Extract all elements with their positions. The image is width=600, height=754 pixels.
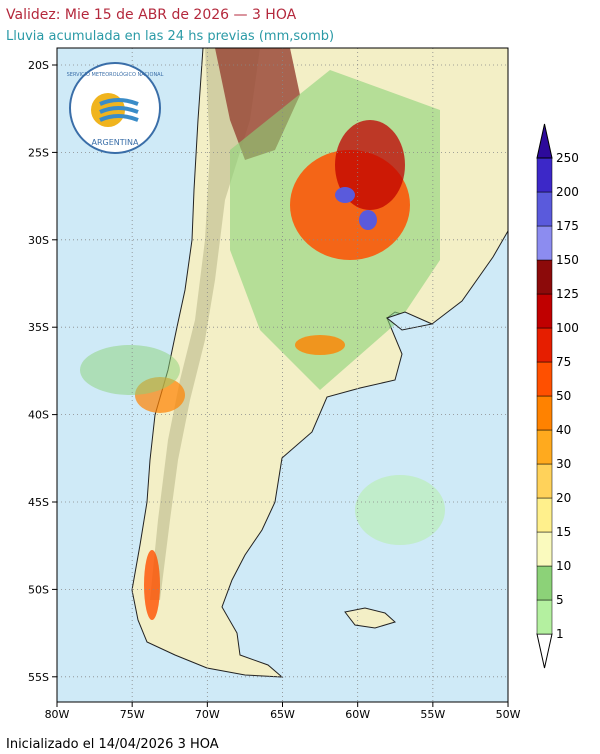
rain-area (295, 335, 345, 355)
colorbar-label: 150 (556, 253, 579, 267)
title: Validez: Mie 15 de ABR de 2026 — 3 HOA (6, 7, 297, 23)
colorbar-min (536, 633, 553, 669)
lon-label: 55W (420, 708, 445, 721)
lat-label: 35S (28, 321, 49, 334)
lat-label: 20S (28, 59, 49, 72)
logo: SERVICIO METEOROLÓGICO NACIONAL ARGENTIN… (67, 62, 164, 154)
colorbar-bin (536, 395, 553, 431)
lon-label: 65W (270, 708, 295, 721)
rain-area (80, 345, 180, 395)
colorbar-bin (536, 191, 553, 227)
colorbar-bin (536, 429, 553, 465)
colorbar-bin (536, 327, 553, 363)
colorbar-bin (536, 565, 553, 601)
colorbar-label: 40 (556, 423, 571, 437)
rain-area (355, 475, 445, 545)
rain-core (359, 210, 377, 230)
colorbar-bin (536, 599, 553, 635)
logo-top: SERVICIO METEOROLÓGICO NACIONAL (67, 71, 164, 78)
colorbar-label: 5 (556, 593, 564, 607)
colorbar-label: 125 (556, 287, 579, 301)
colorbar-label: 20 (556, 491, 571, 505)
colorbar-label: 30 (556, 457, 571, 471)
colorbar-bin (536, 463, 553, 499)
logo-bottom: ARGENTINA (92, 138, 140, 147)
colorbar-label: 175 (556, 219, 579, 233)
colorbar-bin (536, 157, 553, 193)
rain-area (144, 550, 160, 620)
colorbar-bin (536, 497, 553, 533)
colorbar-label: 250 (556, 151, 579, 165)
colorbar-label: 50 (556, 389, 571, 403)
lat-label: 25S (28, 146, 49, 159)
lon-label: 50W (496, 708, 521, 721)
colorbar-bin (536, 361, 553, 397)
lon-label: 60W (345, 708, 370, 721)
lon-label: 75W (120, 708, 145, 721)
colorbar-bin (536, 225, 553, 261)
lat-label: 45S (28, 496, 49, 509)
lat-label: 40S (28, 409, 49, 422)
colorbar-label: 100 (556, 321, 579, 335)
colorbar-label: 15 (556, 525, 571, 539)
init-text: Inicializado el 14/04/2026 3 HOA (6, 737, 219, 750)
lon-label: 70W (195, 708, 220, 721)
rio-de-la-plata (385, 311, 434, 331)
map: SERVICIO METEOROLÓGICO NACIONAL ARGENTIN… (57, 48, 508, 702)
subtitle: Lluvia acumulada en las 24 hs previas (m… (6, 29, 334, 44)
colorbar-label: 10 (556, 559, 571, 573)
rain-area (335, 120, 405, 210)
colorbar-label: 1 (556, 627, 564, 641)
andes (150, 48, 260, 600)
colorbar-max (536, 123, 553, 159)
rain-core (335, 187, 355, 203)
colorbar-bin (536, 259, 553, 295)
lat-label: 30S (28, 234, 49, 247)
lon-label: 80W (45, 708, 70, 721)
colorbar-label: 75 (556, 355, 571, 369)
colorbar-label: 200 (556, 185, 579, 199)
lat-label: 50S (28, 583, 49, 596)
lat-label: 55S (28, 671, 49, 684)
colorbar-bin (536, 531, 553, 567)
colorbar-bin (536, 293, 553, 329)
